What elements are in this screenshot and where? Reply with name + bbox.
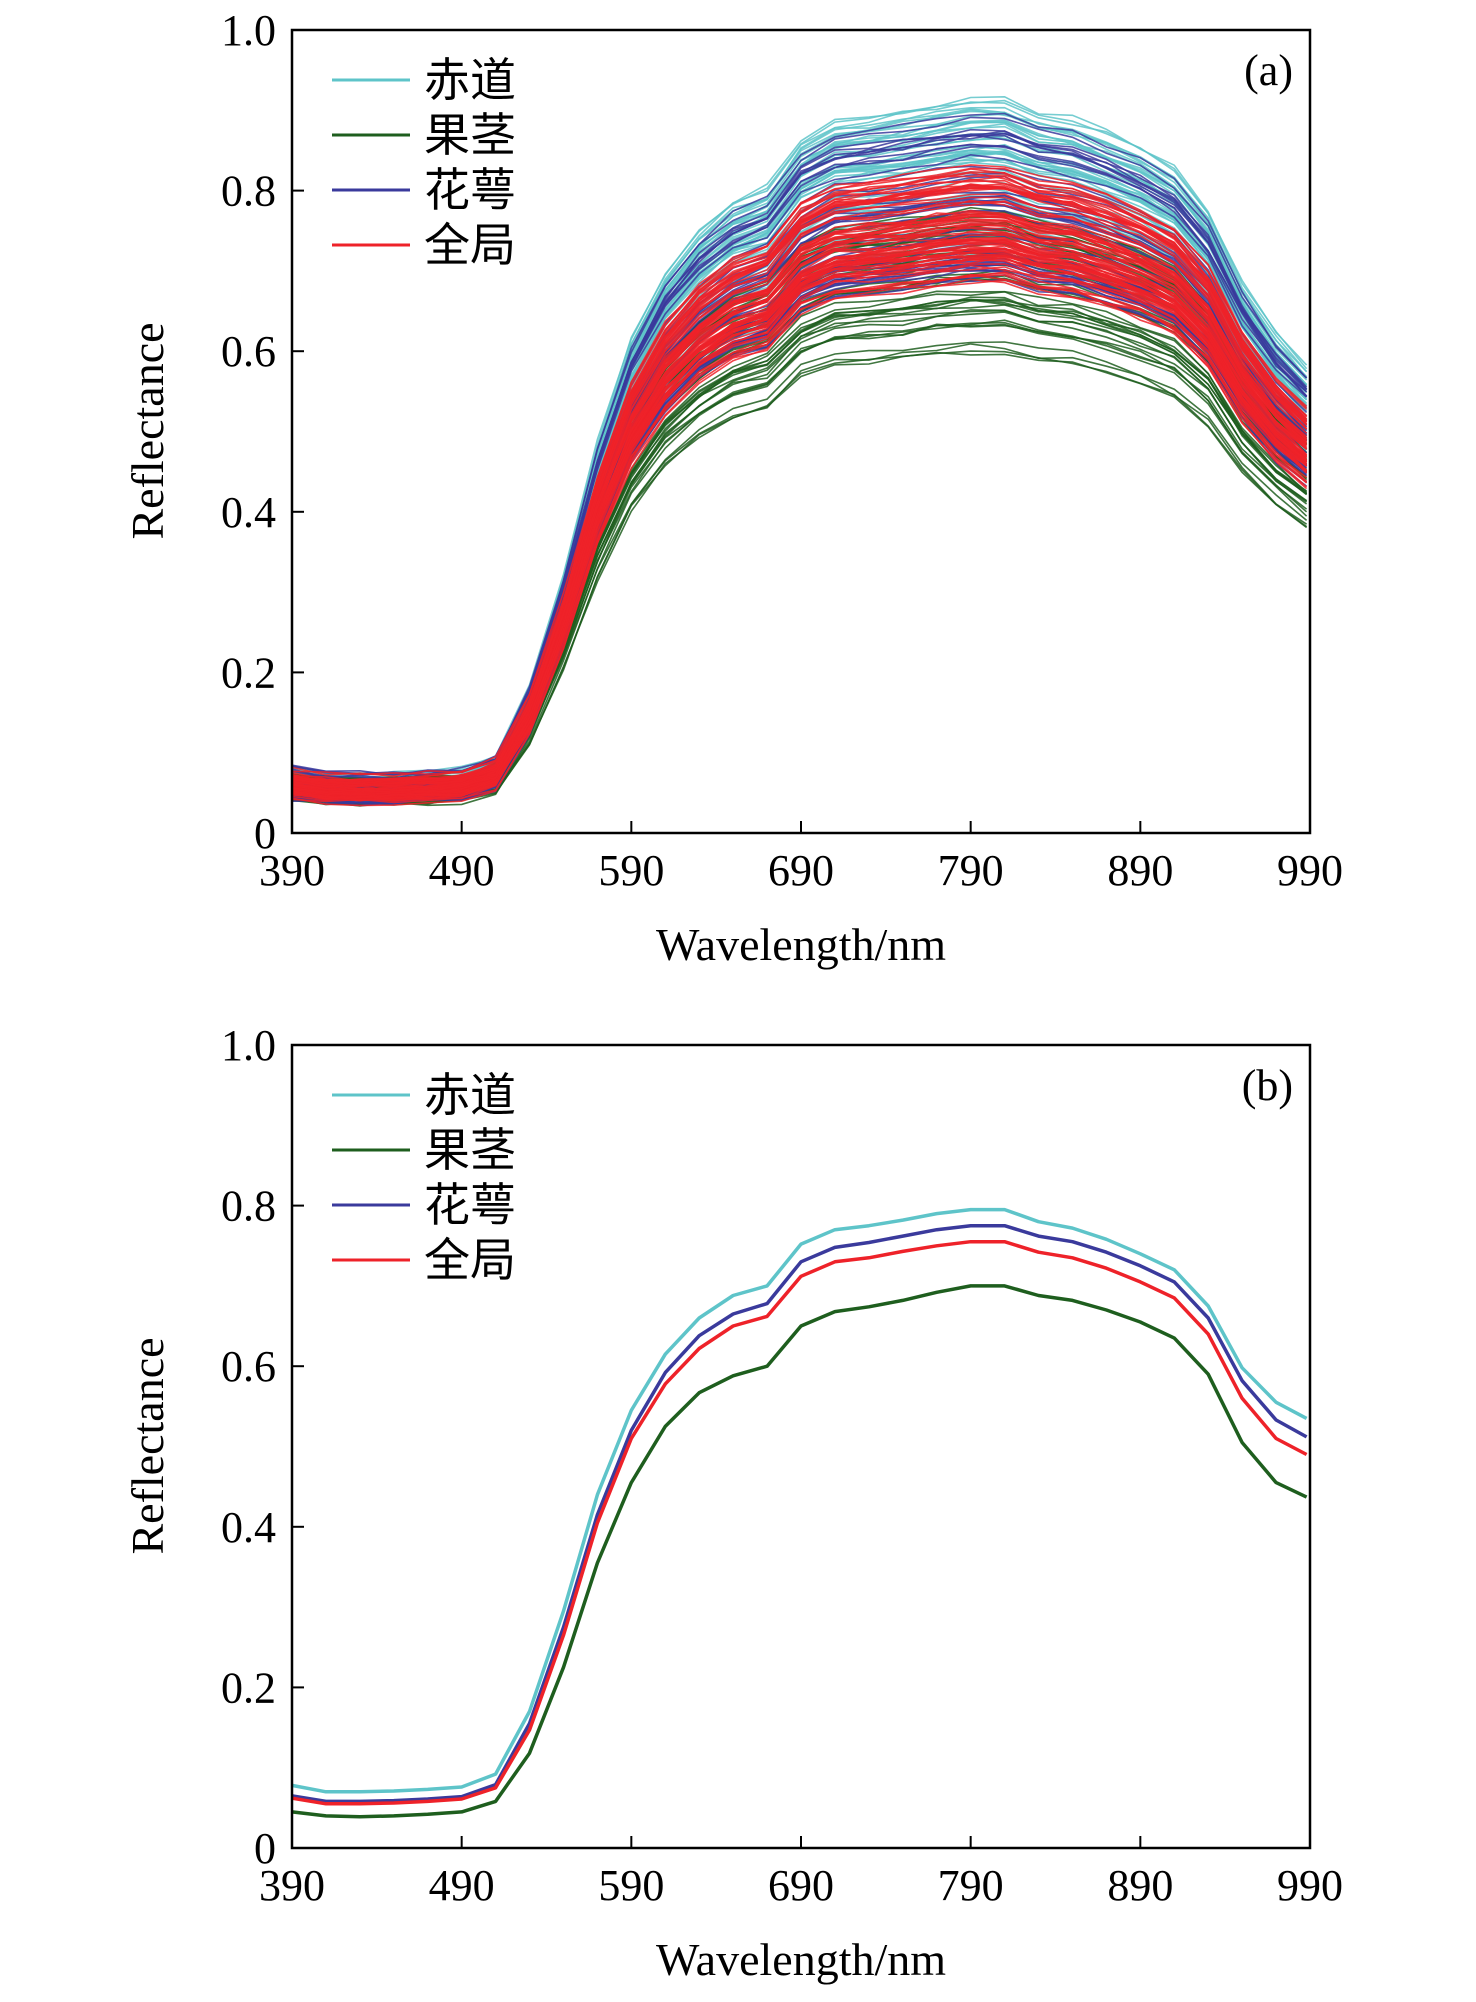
x-tick-label: 890 — [1107, 1861, 1173, 1910]
spectrum-line-果茎 — [291, 324, 1308, 795]
x-ticks-a: 390 490 590 690 790 890 990 — [259, 821, 1343, 895]
x-axis-label-a: Wavelength/nm — [656, 919, 946, 970]
spectrum-line-全局 — [291, 219, 1308, 785]
series-line-全局 — [291, 1239, 1308, 1806]
spectrum-line-花萼 — [291, 242, 1308, 804]
spectrum-line-果茎 — [291, 290, 1308, 806]
x-tick-label: 590 — [598, 846, 664, 895]
y-tick-label: 0.4 — [221, 488, 276, 537]
y-tick-label: 0.6 — [221, 327, 276, 376]
spectrum-line-果茎 — [291, 343, 1308, 804]
spectrum-line-赤道 — [291, 95, 1308, 780]
x-axis-label-b: Wavelength/nm — [656, 1934, 946, 1985]
x-tick-label: 990 — [1277, 846, 1343, 895]
plot-lines-b — [291, 1207, 1308, 1819]
spectrum-line-全局 — [291, 187, 1308, 788]
y-tick-label: 0.8 — [221, 167, 276, 216]
spectrum-line-全局 — [291, 247, 1308, 800]
x-tick-label: 590 — [598, 1861, 664, 1910]
y-tick-label: 0.6 — [221, 1342, 276, 1391]
legend-label: 赤道 — [424, 55, 516, 106]
chart-panel-b: 390 490 590 690 790 890 990 0 0.2 0.4 0.6 0.8 1.0 W… — [122, 1021, 1343, 1985]
y-tick-label: 1.0 — [221, 6, 276, 55]
x-tick-label: 490 — [429, 1861, 495, 1910]
spectrum-line-果茎 — [291, 350, 1308, 803]
plot-lines-a — [291, 95, 1308, 807]
spectrum-line-花萼 — [291, 134, 1308, 776]
spectrum-line-果茎 — [291, 351, 1308, 806]
x-ticks-b: 390 490 590 690 790 890 990 — [259, 1836, 1343, 1910]
x-tick-label: 890 — [1107, 846, 1173, 895]
x-tick-label: 790 — [938, 846, 1004, 895]
spectrum-line-全局 — [291, 258, 1308, 794]
y-tick-label: 0.2 — [221, 1663, 276, 1712]
x-tick-label: 390 — [259, 1861, 325, 1910]
spectrum-line-全局 — [291, 214, 1308, 802]
spectrum-line-果茎 — [291, 323, 1308, 806]
spectrum-line-全局 — [291, 279, 1308, 807]
legend-label: 花萼 — [424, 1180, 516, 1231]
series-line-赤道 — [291, 1207, 1308, 1794]
spectrum-line-果茎 — [291, 309, 1308, 807]
spectrum-line-果茎 — [291, 319, 1308, 802]
legend-label: 赤道 — [424, 1070, 516, 1121]
x-tick-label: 790 — [938, 1861, 1004, 1910]
y-axis-label-b: Reflectance — [122, 1337, 173, 1554]
spectrum-line-果茎 — [291, 290, 1308, 802]
y-axis-label-a: Reflectance — [122, 322, 173, 539]
y-tick-label: 0.8 — [221, 1182, 276, 1231]
panel-label-a: (a) — [1244, 46, 1293, 95]
x-tick-label: 990 — [1277, 1861, 1343, 1910]
legend-label: 果茎 — [424, 1125, 516, 1176]
y-ticks-a: 0 0.2 0.4 0.6 0.8 1.0 — [221, 6, 304, 858]
y-tick-label: 0 — [254, 1824, 276, 1873]
spectrum-line-全局 — [291, 278, 1308, 804]
legend-label: 果茎 — [424, 110, 516, 161]
spectrum-line-花萼 — [291, 267, 1308, 793]
x-tick-label: 390 — [259, 846, 325, 895]
spectrum-line-果茎 — [291, 321, 1308, 791]
panel-label-b: (b) — [1242, 1061, 1293, 1110]
x-tick-label: 690 — [768, 1861, 834, 1910]
x-tick-label: 490 — [429, 846, 495, 895]
y-tick-label: 0.2 — [221, 648, 276, 697]
x-tick-label: 690 — [768, 846, 834, 895]
legend-label: 全局 — [424, 220, 516, 271]
legend-label: 全局 — [424, 1235, 516, 1286]
chart-panel-a: 390 490 590 690 790 890 990 0 0.2 0.4 0.6 0.8 1.0 W… — [122, 6, 1343, 970]
spectrum-line-全局 — [291, 254, 1308, 795]
spectrum-line-赤道 — [291, 145, 1308, 777]
spectrum-line-花萼 — [291, 268, 1308, 791]
series-line-果茎 — [291, 1284, 1308, 1819]
y-tick-label: 1.0 — [221, 1021, 276, 1070]
y-tick-label: 0.4 — [221, 1503, 276, 1552]
spectrum-line-全局 — [291, 200, 1308, 782]
spectrum-line-赤道 — [291, 253, 1308, 800]
spectrum-line-全局 — [291, 245, 1308, 797]
y-tick-label: 0 — [254, 809, 276, 858]
spectrum-line-全局 — [291, 242, 1308, 793]
y-ticks-b: 0 0.2 0.4 0.6 0.8 1.0 — [221, 1021, 304, 1873]
spectrum-line-全局 — [291, 252, 1308, 802]
spectrum-line-果茎 — [291, 341, 1308, 800]
spectrum-line-花萼 — [291, 262, 1308, 793]
legend-label: 花萼 — [424, 165, 516, 216]
spectrum-line-花萼 — [291, 116, 1308, 779]
spectrum-line-果茎 — [291, 255, 1308, 783]
series-line-花萼 — [291, 1223, 1308, 1804]
